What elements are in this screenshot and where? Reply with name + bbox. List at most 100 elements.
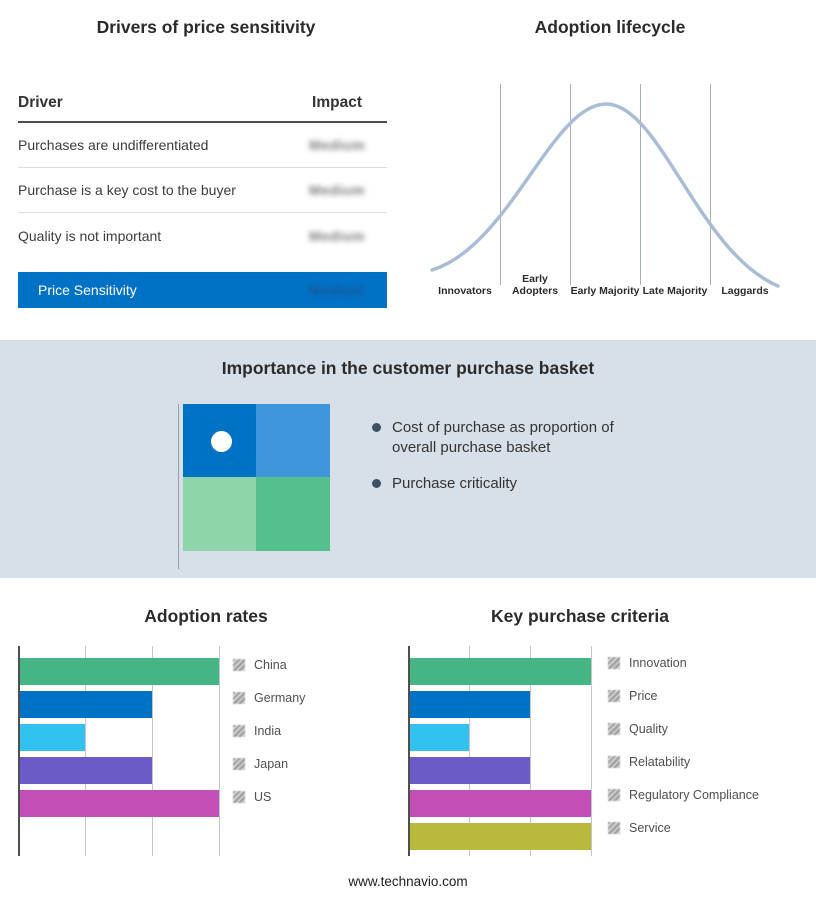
legend-swatch-icon — [233, 691, 245, 704]
matrix-cell-bottom-left — [183, 477, 256, 551]
impact-cell-redacted: Medium — [309, 227, 365, 244]
adoption-rates-legend: China Germany India Japan US — [233, 658, 305, 823]
legend-label: Quality — [629, 721, 668, 736]
lifecycle-chart: Innovators Early Adopters Early Majority… — [430, 84, 780, 310]
legend-label: China — [254, 657, 287, 672]
lifecycle-title: Adoption lifecycle — [534, 17, 686, 37]
legend-label: Germany — [254, 690, 306, 705]
legend-swatch-icon — [608, 788, 620, 801]
bullet-icon — [372, 423, 381, 432]
legend-label: Relatability — [629, 754, 691, 769]
bullet-icon — [372, 479, 381, 488]
bar-us — [20, 790, 219, 817]
drivers-title: Drivers of price sensitivity — [96, 17, 316, 37]
legend-item: Price — [608, 688, 759, 703]
price-sensitivity-summary-row: Price Sensitivity Medium — [18, 272, 387, 308]
legend-label: Regulatory Compliance — [629, 787, 759, 802]
gridline — [500, 84, 501, 285]
column-header-impact: Impact — [312, 94, 362, 111]
table-row: Quality is not important Medium — [18, 213, 387, 258]
gridline — [640, 84, 641, 285]
legend-swatch-icon — [233, 757, 245, 770]
legend-item: India — [233, 723, 305, 738]
stage-label: Early Majority — [570, 285, 640, 298]
drivers-table-header: Driver Impact — [18, 94, 387, 123]
bullet-item: Purchase criticality — [372, 474, 634, 494]
quadrant-axis — [178, 404, 179, 569]
bar-price — [410, 691, 530, 718]
criteria-title: Key purchase criteria — [490, 606, 669, 626]
legend-item: US — [233, 789, 305, 804]
bullet-item: Cost of purchase as proportion of overal… — [372, 418, 634, 457]
adoption-rates-chart — [18, 646, 221, 856]
driver-cell: Purchases are undifferentiated — [18, 137, 209, 153]
legend-label: India — [254, 723, 282, 738]
bar-india — [20, 724, 85, 751]
legend-swatch-icon — [233, 790, 245, 803]
impact-cell-redacted: Medium — [309, 182, 365, 198]
summary-label: Price Sensitivity — [38, 282, 137, 298]
legend-item: Innovation — [608, 655, 759, 670]
y-axis — [18, 646, 20, 856]
y-axis — [408, 646, 410, 856]
legend-label: Japan — [254, 756, 289, 771]
bar-quality — [410, 724, 469, 751]
gridline — [219, 646, 220, 856]
marker-dot — [211, 431, 232, 452]
column-header-driver: Driver — [18, 94, 63, 111]
gridline — [591, 646, 592, 856]
stage-label: Late Majority — [642, 285, 708, 298]
legend-swatch-icon — [608, 656, 620, 669]
bell-curve — [430, 102, 780, 288]
bullet-text: Purchase criticality — [392, 475, 518, 492]
matrix-cell-bottom-right — [256, 477, 330, 551]
legend-swatch-icon — [608, 722, 620, 735]
legend-swatch-icon — [233, 658, 245, 671]
legend-item: Service — [608, 820, 759, 835]
bullet-text: Cost of purchase as proportion of overal… — [392, 419, 614, 456]
key-purchase-criteria-chart — [408, 646, 593, 856]
driver-cell: Quality is not important — [18, 227, 162, 244]
matrix-cell-top-left — [183, 404, 256, 477]
stage-label: Innovators — [438, 285, 492, 298]
stage-label: Laggards — [721, 285, 769, 298]
bar-china — [20, 658, 219, 685]
basket-title: Importance in the customer purchase bask… — [221, 358, 595, 378]
legend-label: Innovation — [629, 655, 687, 670]
bar-innovation — [410, 658, 591, 685]
lifecycle-stage-labels: Innovators Early Adopters Early Majority… — [430, 266, 780, 298]
gridline — [152, 646, 153, 856]
matrix-cell-top-right — [256, 404, 330, 477]
legend-label: US — [254, 789, 272, 804]
legend-item: Quality — [608, 721, 759, 736]
gridline — [530, 646, 531, 856]
legend-swatch-icon — [233, 724, 245, 737]
bar-germany — [20, 691, 152, 718]
legend-item: Regulatory Compliance — [608, 787, 759, 802]
gridline — [710, 84, 711, 285]
driver-cell: Purchase is a key cost to the buyer — [18, 182, 236, 198]
legend-swatch-icon — [608, 821, 620, 834]
gridline — [570, 84, 571, 285]
impact-cell-redacted: Medium — [309, 137, 365, 153]
legend-label: Service — [629, 820, 671, 835]
purchase-basket-matrix — [183, 404, 330, 551]
bar-japan — [20, 757, 152, 784]
legend-item: Relatability — [608, 754, 759, 769]
bar-relatability — [410, 757, 530, 784]
legend-swatch-icon — [608, 689, 620, 702]
gridline — [469, 646, 470, 856]
table-row: Purchases are undifferentiated Medium — [18, 123, 387, 168]
basket-bullet-list: Cost of purchase as proportion of overal… — [372, 418, 634, 511]
legend-item: China — [233, 657, 305, 672]
stage-label: Early Adopters — [511, 272, 559, 298]
legend-swatch-icon — [608, 755, 620, 768]
legend-label: Price — [629, 688, 658, 703]
legend-item: Japan — [233, 756, 305, 771]
bar-regulatory-compliance — [410, 790, 591, 817]
summary-impact-redacted: Medium — [309, 282, 365, 298]
legend-item: Germany — [233, 690, 306, 705]
purchase-basket-band: Importance in the customer purchase bask… — [0, 340, 816, 578]
adoption-rates-title: Adoption rates — [144, 606, 268, 626]
